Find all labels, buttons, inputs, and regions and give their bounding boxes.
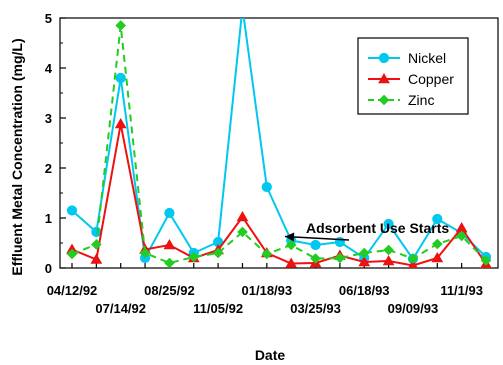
copper-marker [431,251,444,263]
nickel-marker [164,207,175,219]
y-tick-label: 0 [45,261,52,276]
x-tick-label: 11/1/93 [440,283,483,298]
zinc-marker [115,20,127,31]
zinc-marker [358,247,370,259]
copper-marker [114,117,127,129]
series-layer [66,3,492,268]
copper-marker [163,238,176,250]
y-tick-label: 1 [45,211,52,226]
zinc-marker [310,253,321,264]
zinc-marker [139,247,151,259]
x-tick-label: 07/14/92 [95,301,146,316]
x-tick-label: 11/05/92 [193,301,243,316]
copper-marker [382,254,395,266]
annotation-text: Adsorbent Use Starts [306,220,449,236]
zinc-marker [480,255,492,266]
legend: Nickel Copper Zinc [357,37,469,115]
copper-marker [358,255,371,267]
x-tick-label: 06/18/93 [339,283,390,298]
zinc-marker [212,247,224,259]
copper-marker [285,257,298,268]
nickel-marker [432,213,443,225]
copper-marker [408,259,418,268]
x-axis-ticks: 04/12/92 07/14/92 08/25/92 11/05/92 01/18/93… [47,263,487,316]
y-tick-label: 4 [45,61,53,76]
zinc-series [66,20,492,268]
nickel-marker [66,205,78,216]
zinc-marker [431,238,443,250]
x-tick-label: 08/25/92 [144,283,195,298]
zinc-marker [66,248,78,260]
copper-series [66,117,492,268]
zinc-marker [378,94,390,106]
nickel-marker [261,181,272,193]
nickel-marker [310,239,321,251]
zinc-legend-label: Zinc [408,92,434,108]
x-tick-label: 03/25/93 [290,301,341,316]
zinc-marker [164,257,175,268]
x-tick-label: 09/09/93 [388,301,439,316]
nickel-marker [238,3,247,12]
annotation: Adsorbent Use Starts [284,220,449,242]
copper-legend-label: Copper [408,71,454,87]
nickel-marker [383,218,394,230]
zinc-marker [285,239,297,251]
y-tick-label: 5 [45,11,52,26]
zinc-marker [456,230,467,242]
nickel-marker [115,72,126,84]
x-tick-label: 04/12/92 [47,283,98,298]
y-tick-label: 3 [45,111,52,126]
zinc-marker [188,251,200,263]
zinc-marker [261,248,273,260]
nickel-marker [91,226,102,238]
nickel-legend-label: Nickel [408,50,446,66]
annotation-arrow-head [285,232,295,242]
zinc-marker [91,239,102,250]
y-axis-label: Effluent Metal Concentration (mg/L) [9,38,25,275]
zinc-line [71,25,487,265]
zinc-marker [237,226,248,238]
zinc-marker [407,253,419,264]
nickel-marker [378,52,390,64]
x-axis-label: Date [255,347,286,363]
y-axis-ticks: 0 1 2 3 4 5 [45,11,66,276]
zinc-marker [383,244,394,256]
copper-line [71,123,487,267]
zinc-marker [334,252,346,264]
legend-box [357,37,469,115]
annotation-arrow-line [284,235,350,241]
copper-marker [236,210,249,222]
x-tick-label: 01/18/93 [242,283,293,298]
copper-marker [90,253,103,264]
copper-marker [455,221,468,233]
copper-marker [378,72,390,84]
y-tick-label: 2 [45,161,52,176]
